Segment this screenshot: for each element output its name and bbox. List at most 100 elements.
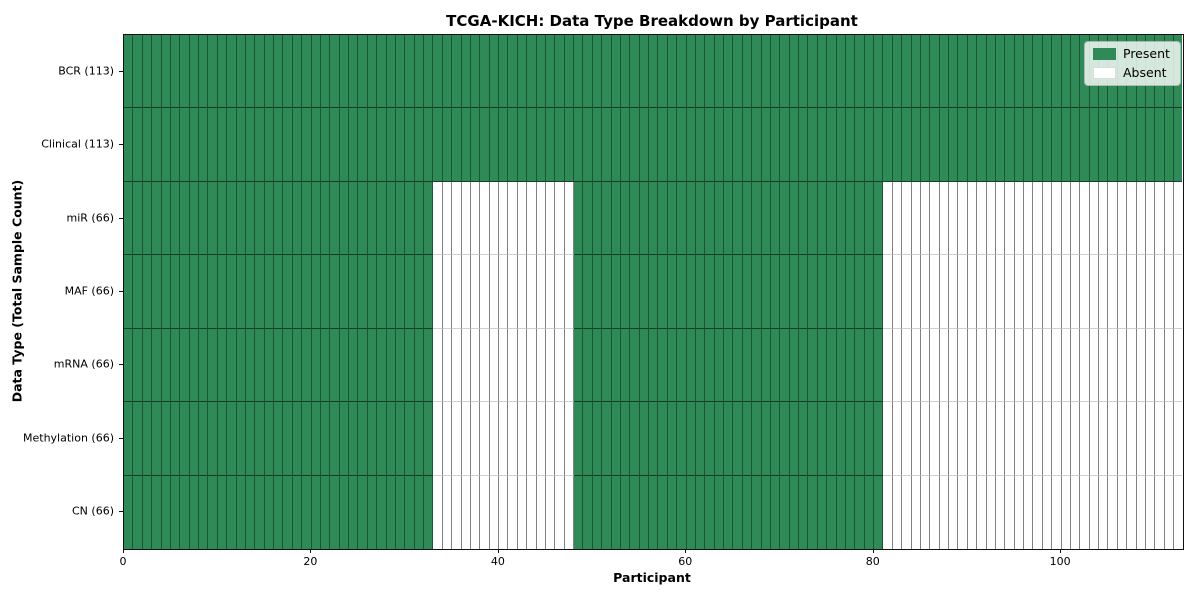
present-cell bbox=[724, 402, 734, 476]
absent-cell bbox=[442, 255, 453, 329]
present-cell bbox=[1089, 108, 1099, 182]
present-cell bbox=[986, 108, 996, 182]
present-cell bbox=[395, 255, 406, 329]
present-cell bbox=[367, 402, 378, 476]
present-cell bbox=[1136, 108, 1146, 182]
present-cell bbox=[1117, 108, 1128, 182]
present-cell bbox=[367, 108, 378, 182]
absent-cell bbox=[545, 328, 556, 403]
present-cell bbox=[845, 328, 856, 403]
present-cell bbox=[424, 402, 434, 476]
present-cell bbox=[770, 402, 781, 476]
present-cell bbox=[349, 35, 359, 109]
present-cell bbox=[395, 181, 406, 256]
present-cell bbox=[189, 35, 199, 109]
present-cell bbox=[845, 35, 856, 109]
legend-label-absent: Absent bbox=[1123, 64, 1167, 80]
present-cell bbox=[217, 108, 228, 182]
present-cell bbox=[180, 328, 190, 403]
present-cell bbox=[442, 35, 453, 109]
present-cell bbox=[424, 108, 434, 182]
present-cell bbox=[695, 181, 706, 256]
present-cell bbox=[630, 328, 640, 403]
present-cell bbox=[170, 475, 181, 549]
present-cell bbox=[770, 108, 781, 182]
present-cell bbox=[705, 475, 715, 549]
present-cell bbox=[199, 255, 209, 329]
absent-cell bbox=[939, 255, 949, 329]
absent-cell bbox=[1145, 255, 1156, 329]
absent-cell bbox=[958, 475, 968, 549]
present-cell bbox=[574, 402, 584, 476]
present-cell bbox=[330, 328, 340, 403]
present-cell bbox=[386, 255, 396, 329]
present-cell bbox=[845, 475, 856, 549]
present-cell bbox=[752, 108, 762, 182]
present-cell bbox=[339, 475, 349, 549]
present-cell bbox=[583, 108, 593, 182]
present-cell bbox=[705, 108, 715, 182]
absent-cell bbox=[911, 255, 921, 329]
absent-cell bbox=[517, 255, 528, 329]
present-cell bbox=[733, 108, 743, 182]
present-cell bbox=[480, 35, 490, 109]
present-cell bbox=[349, 108, 359, 182]
present-cell bbox=[630, 181, 640, 256]
absent-cell bbox=[1145, 328, 1156, 403]
present-cell bbox=[292, 181, 303, 256]
present-cell bbox=[780, 475, 790, 549]
present-cell bbox=[255, 402, 265, 476]
present-cell bbox=[517, 108, 528, 182]
absent-cell bbox=[1108, 475, 1118, 549]
absent-cell bbox=[1136, 475, 1146, 549]
present-cell bbox=[705, 181, 715, 256]
present-cell bbox=[1024, 108, 1034, 182]
present-cell bbox=[414, 35, 424, 109]
present-cell bbox=[677, 402, 687, 476]
absent-cell bbox=[995, 475, 1006, 549]
present-cell bbox=[620, 328, 631, 403]
present-cell bbox=[799, 402, 809, 476]
present-cell bbox=[780, 108, 790, 182]
present-cell bbox=[199, 475, 209, 549]
present-cell bbox=[199, 35, 209, 109]
heatmap-row-methylation bbox=[124, 402, 1183, 476]
present-cell bbox=[630, 402, 640, 476]
present-cell bbox=[639, 181, 649, 256]
present-cell bbox=[292, 328, 303, 403]
present-cell bbox=[986, 35, 996, 109]
present-cell bbox=[817, 402, 828, 476]
present-cell bbox=[949, 35, 959, 109]
present-cell bbox=[611, 402, 621, 476]
present-cell bbox=[761, 255, 771, 329]
y-tick-labels: BCR (113) Clinical (113) miR (66) MAF (66) m… bbox=[0, 34, 123, 548]
present-cell bbox=[611, 475, 621, 549]
present-cell bbox=[142, 475, 153, 549]
present-cell bbox=[864, 402, 874, 476]
absent-cell bbox=[536, 255, 546, 329]
present-cell bbox=[470, 35, 481, 109]
absent-cell bbox=[499, 328, 509, 403]
absent-cell bbox=[911, 181, 921, 256]
present-cell bbox=[152, 35, 162, 109]
present-cell bbox=[508, 35, 518, 109]
present-cell bbox=[349, 475, 359, 549]
x-tick-mark bbox=[685, 549, 687, 553]
present-cell bbox=[817, 35, 828, 109]
present-cell bbox=[189, 255, 199, 329]
absent-cell bbox=[1042, 328, 1053, 403]
absent-cell bbox=[958, 402, 968, 476]
present-cell bbox=[320, 35, 331, 109]
present-cell bbox=[424, 475, 434, 549]
present-cell bbox=[724, 35, 734, 109]
present-cell bbox=[152, 108, 162, 182]
absent-cell bbox=[892, 402, 903, 476]
present-cell bbox=[414, 181, 424, 256]
absent-cell bbox=[1174, 255, 1183, 329]
absent-cell bbox=[995, 402, 1006, 476]
absent-cell bbox=[1070, 255, 1081, 329]
absent-cell bbox=[883, 402, 893, 476]
present-cell bbox=[602, 402, 612, 476]
absent-cell bbox=[545, 475, 556, 549]
present-cell bbox=[620, 181, 631, 256]
